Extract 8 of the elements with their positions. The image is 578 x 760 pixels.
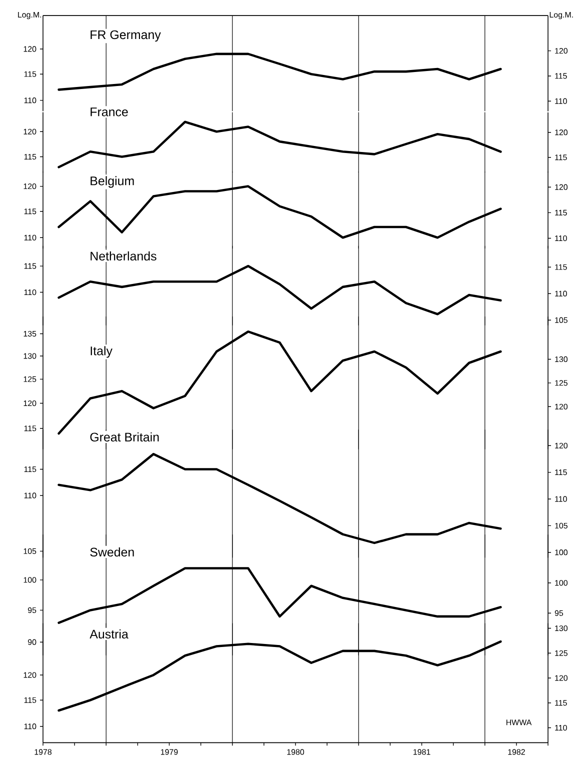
chart-title: Netherlands [90, 251, 156, 261]
chart-title: France [90, 108, 128, 116]
chart-title: Belgium [90, 176, 134, 188]
chart-title: Great Britain [90, 432, 159, 442]
text: Italy [90, 346, 112, 358]
text: FR Germany [90, 30, 161, 42]
text: Sweden [90, 547, 134, 557]
chart-title: Austria [90, 629, 128, 639]
